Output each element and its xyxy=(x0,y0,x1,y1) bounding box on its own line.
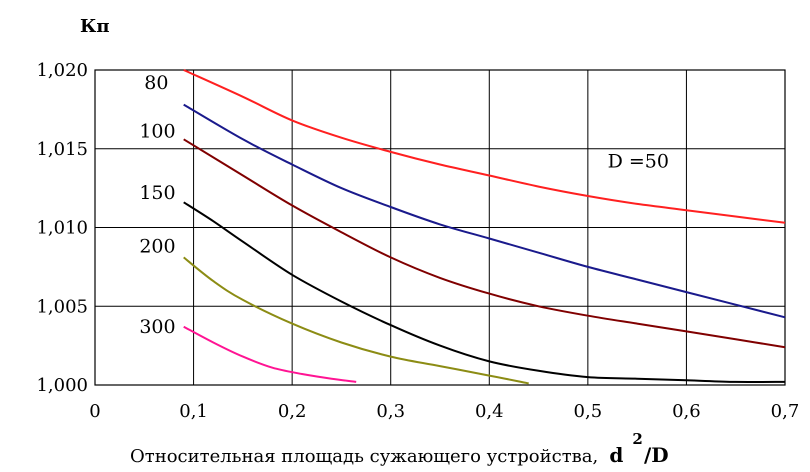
x-tick-label: 0,1 xyxy=(179,401,208,422)
x-tick-label: 0,7 xyxy=(771,401,800,422)
x-tick-label: 0,2 xyxy=(278,401,307,422)
x-axis-title-den: /D xyxy=(644,443,669,467)
x-tick-label: 0,3 xyxy=(376,401,405,422)
series-line-3 xyxy=(183,201,786,383)
series-label-2: 100 xyxy=(139,121,175,143)
x-tick-label: 0,6 xyxy=(672,401,701,422)
x-axis-title: Относительная площадь сужающего устройст… xyxy=(130,429,669,467)
series-label-4: 200 xyxy=(139,236,175,258)
series-line-4 xyxy=(183,256,529,385)
y-tick-label: 1,020 xyxy=(36,60,88,81)
curve-labels: D =50 80 100 150 200 300 xyxy=(139,72,669,338)
x-axis-title-text: Относительная площадь сужающего устройст… xyxy=(130,446,598,467)
y-tick-label: 1,005 xyxy=(36,296,88,317)
x-axis-title-sup: 2 xyxy=(632,430,642,448)
y-tick-label: 1,015 xyxy=(36,139,88,160)
series-line-2 xyxy=(183,138,786,349)
y-tick-label: 1,010 xyxy=(36,218,88,239)
series-label-1: 80 xyxy=(144,72,168,94)
x-axis-title-var: d xyxy=(609,443,623,467)
x-tick-label: 0 xyxy=(89,401,100,422)
y-axis-title: Кп xyxy=(80,16,110,37)
series-line-0 xyxy=(183,69,786,224)
series-label-0: D =50 xyxy=(608,151,669,173)
x-tick-label: 0,5 xyxy=(574,401,603,422)
curves xyxy=(183,69,786,385)
x-tick-label: 0,4 xyxy=(475,401,504,422)
series-label-3: 150 xyxy=(139,182,175,204)
grid xyxy=(94,69,786,386)
ticks: 0 0,1 0,2 0,3 0,4 0,5 0,6 0,7 1,000 1,005 1,010 1,0… xyxy=(36,60,799,422)
y-tick-label: 1,000 xyxy=(36,375,88,396)
series-label-5: 300 xyxy=(139,316,175,338)
series-line-5 xyxy=(183,325,357,383)
series-line-1 xyxy=(183,103,786,319)
